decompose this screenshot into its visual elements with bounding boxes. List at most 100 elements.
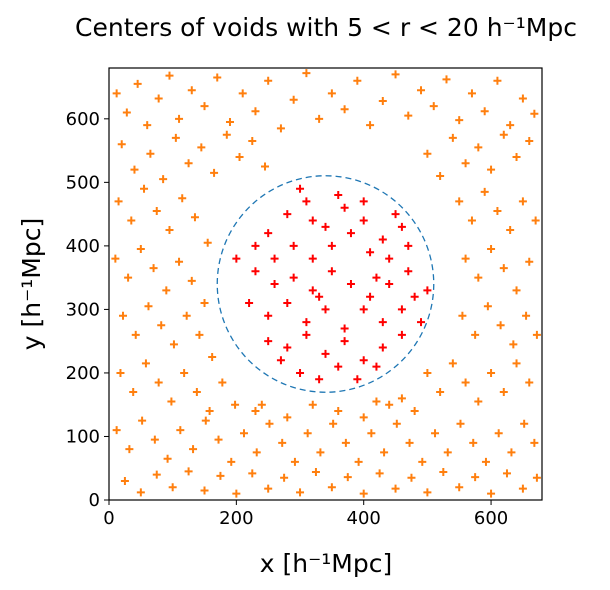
point-series0-102: [141, 359, 150, 368]
point-series0-144: [431, 429, 440, 438]
ticks-layer: 0 200 400 600 0 100 200 300 400 500 600: [66, 109, 509, 529]
point-series0-188: [397, 394, 406, 403]
point-series0-46: [261, 162, 270, 171]
point-series0-121: [138, 416, 147, 425]
point-series0-152: [530, 438, 539, 447]
point-series1-4: [340, 203, 349, 212]
point-series0-41: [197, 143, 206, 152]
point-series1-31: [340, 324, 349, 333]
point-series0-90: [182, 311, 191, 320]
point-series0-150: [507, 448, 516, 457]
point-series0-180: [257, 400, 266, 409]
point-series0-133: [290, 457, 299, 466]
x-tick-label-3: 600: [474, 508, 508, 529]
point-series0-42: [210, 168, 219, 177]
point-series0-9: [213, 73, 222, 82]
point-series0-105: [180, 368, 189, 377]
x-tick-label-0: 0: [103, 508, 114, 529]
point-series1-18: [289, 273, 298, 282]
point-series1-5: [359, 216, 368, 225]
point-series0-140: [380, 448, 389, 457]
point-series0-163: [280, 473, 289, 482]
point-series0-130: [252, 448, 261, 457]
point-series0-107: [205, 407, 214, 416]
point-series1-27: [264, 311, 273, 320]
point-series0-125: [189, 445, 198, 454]
y-tick-label-2: 200: [66, 363, 100, 384]
point-series1-10: [327, 241, 336, 250]
point-series0-143: [418, 457, 427, 466]
point-series0-106: [192, 388, 201, 396]
point-series0-97: [509, 340, 518, 349]
point-series0-171: [407, 473, 416, 482]
point-series0-59: [152, 206, 161, 215]
point-series0-37: [146, 149, 155, 158]
point-series1-33: [378, 318, 387, 327]
point-series1-45: [315, 375, 324, 384]
point-series0-72: [124, 273, 133, 282]
point-series0-187: [251, 407, 260, 416]
x-tick-label-1: 200: [219, 508, 253, 529]
point-series0-170: [391, 484, 400, 493]
x-tick-label-2: 400: [347, 508, 381, 529]
point-series1-11: [346, 229, 355, 238]
x-axis-label: x [h⁻¹Mpc]: [260, 549, 393, 578]
point-series0-89: [169, 340, 178, 349]
y-tick-label-3: 300: [66, 299, 100, 320]
point-series1-52: [296, 184, 305, 193]
point-series0-7: [187, 86, 196, 95]
point-series0-115: [487, 368, 496, 377]
point-series0-19: [340, 105, 349, 114]
points-layer: [111, 69, 541, 498]
point-series0-84: [525, 257, 534, 266]
point-series0-126: [201, 416, 210, 425]
point-series1-56: [410, 292, 419, 301]
point-series1-55: [251, 241, 260, 250]
point-series1-0: [264, 229, 273, 238]
point-series0-141: [392, 419, 401, 428]
y-tick-label-5: 500: [66, 172, 100, 193]
point-series0-158: [200, 486, 209, 495]
point-series0-111: [436, 388, 445, 396]
point-series1-57: [315, 292, 324, 301]
plot-frame: [108, 67, 543, 501]
point-series0-20: [353, 76, 362, 85]
point-series0-136: [329, 419, 338, 428]
point-series0-151: [520, 419, 529, 428]
point-series0-166: [327, 483, 336, 492]
point-series0-47: [423, 149, 432, 158]
point-series1-3: [321, 222, 330, 231]
point-series0-16: [302, 69, 311, 78]
point-series0-24: [404, 111, 413, 120]
point-series0-80: [474, 273, 483, 282]
point-series0-112: [448, 359, 457, 368]
point-series0-129: [239, 429, 248, 438]
point-series0-15: [289, 95, 298, 104]
y-tick-label-0: 0: [89, 490, 100, 511]
point-series0-13: [264, 76, 273, 85]
point-series1-25: [423, 286, 432, 295]
point-series0-99: [532, 330, 541, 339]
point-series0-164: [296, 488, 305, 497]
point-series0-50: [461, 159, 470, 168]
point-series0-96: [496, 321, 505, 330]
point-series0-175: [471, 473, 480, 482]
point-series0-145: [443, 448, 452, 457]
point-series0-2: [133, 79, 142, 88]
point-series0-25: [417, 86, 426, 95]
point-series0-36: [130, 165, 139, 174]
point-series0-135: [316, 448, 325, 457]
point-series1-16: [251, 267, 260, 276]
point-series0-174: [455, 483, 464, 492]
point-series0-63: [203, 238, 212, 247]
point-series0-75: [162, 286, 171, 295]
point-series0-153: [120, 476, 129, 485]
point-series0-53: [499, 130, 508, 139]
point-series0-60: [165, 226, 174, 234]
point-series1-50: [308, 216, 317, 225]
point-series0-55: [525, 137, 534, 146]
point-series1-6: [378, 235, 387, 244]
point-series1-19: [308, 286, 317, 295]
point-series0-122: [150, 435, 159, 444]
point-series0-182: [308, 400, 317, 409]
